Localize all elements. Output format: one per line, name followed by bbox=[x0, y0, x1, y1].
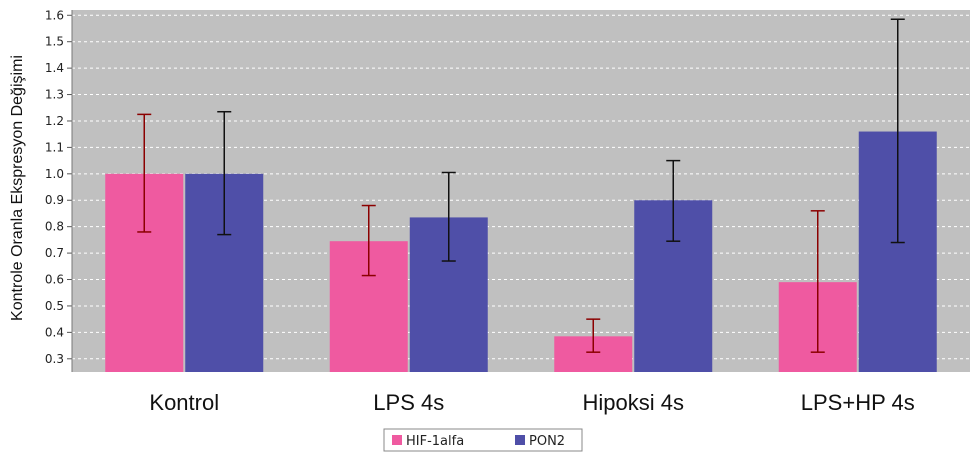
y-tick-label: 1.1 bbox=[45, 140, 64, 154]
category-label: LPS+HP 4s bbox=[801, 390, 915, 415]
y-tick-label: 1.5 bbox=[45, 35, 64, 49]
y-tick-label: 0.3 bbox=[45, 352, 64, 366]
legend-swatch-hif1alfa bbox=[392, 435, 402, 445]
y-tick-label: 0.4 bbox=[45, 325, 64, 339]
legend-swatch-pon2 bbox=[515, 435, 525, 445]
legend-box bbox=[383, 428, 583, 452]
y-axis-label-group: Kontrole Oranla Ekspresyon Değişimi bbox=[9, 55, 26, 321]
y-tick-label: 0.6 bbox=[45, 273, 64, 287]
y-tick-label: 1.3 bbox=[45, 88, 64, 102]
y-tick-label: 1.4 bbox=[45, 61, 64, 75]
y-axis-ticks: 0.3 0.4 0.5 0.6 0.7 0.8 0.9 1.0 1.1 1.2 1.3 1.4 1.5 1… bbox=[45, 8, 73, 372]
bars bbox=[105, 131, 937, 372]
legend: HIF-1alfa PON2 bbox=[383, 428, 583, 452]
legend-label-hif1alfa: HIF-1alfa bbox=[406, 434, 464, 449]
y-tick-label: 1.2 bbox=[45, 114, 64, 128]
y-tick-label: 0.9 bbox=[45, 193, 64, 207]
y-tick-label: 0.8 bbox=[45, 220, 64, 234]
y-tick-label: 1.0 bbox=[45, 167, 64, 181]
legend-label-pon2: PON2 bbox=[529, 434, 565, 449]
y-axis-label: Kontrole Oranla Ekspresyon Değişimi bbox=[9, 55, 26, 321]
y-tick-label: 0.7 bbox=[45, 246, 64, 260]
category-label: Hipoksi 4s bbox=[583, 390, 684, 415]
error-bars bbox=[137, 18, 905, 353]
y-tick-label: 1.6 bbox=[45, 8, 64, 22]
category-label: LPS 4s bbox=[373, 390, 444, 415]
category-label: Kontrol bbox=[149, 390, 219, 415]
y-tick-label: 0.5 bbox=[45, 299, 64, 313]
category-labels: Kontrol LPS 4s Hipoksi 4s LPS+HP 4s bbox=[149, 390, 914, 415]
